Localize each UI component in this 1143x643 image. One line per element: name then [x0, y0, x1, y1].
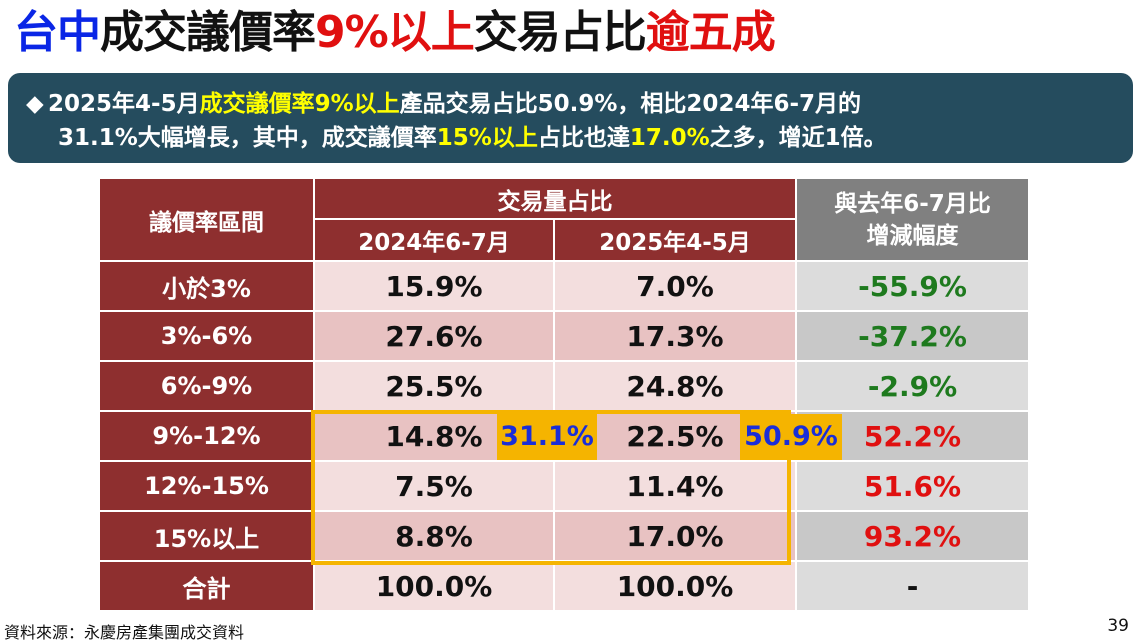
title-threshold: 9%以上: [315, 7, 475, 58]
table-row: 6%-9% 25.5% 24.8% -2.9%: [98, 360, 1030, 412]
row-label: 12%-15%: [98, 460, 315, 512]
tag-sum-2024: 31.1%: [497, 414, 597, 460]
source-note: 資料來源：永慶房產集團成交資料: [4, 623, 245, 642]
tag-sum-2025: 50.9%: [740, 414, 842, 460]
price-negotiation-table: 議價率區間 交易量占比 與去年6-7月比 增減幅度 2024年6-7月 2025…: [98, 177, 1030, 612]
value-2025: 7.0%: [553, 260, 797, 312]
header-year-2024: 2024年6-7月: [313, 218, 555, 262]
summary-highlight: 15%以上: [436, 125, 538, 151]
row-label: 合計: [98, 560, 315, 612]
change-value: -55.9%: [795, 260, 1030, 312]
summary-highlight: 成交議價率9%以上: [199, 91, 400, 117]
value-2024: 100.0%: [313, 560, 555, 612]
title-conclusion: 逾五成: [645, 7, 776, 58]
summary-box: ◆ 2025年4-5月成交議價率9%以上產品交易占比50.9%，相比2024年6-…: [8, 73, 1133, 163]
change-value: 51.6%: [795, 460, 1030, 512]
header-range: 議價率區間: [98, 177, 315, 262]
summary-text: 產品交易占比50.9%，相比2024年6-7月的: [399, 91, 861, 117]
value-2024: 15.9%: [313, 260, 555, 312]
title-share: 交易占比: [473, 7, 647, 58]
summary-text: 31.1%大幅增長，其中，成交議價率: [58, 125, 437, 151]
row-label: 3%-6%: [98, 310, 315, 362]
value-2024: 8.8%: [313, 510, 555, 562]
value-2025: 17.0%: [553, 510, 797, 562]
row-label: 小於3%: [98, 260, 315, 312]
highlight-box: [311, 410, 791, 565]
value-2025: 17.3%: [553, 310, 797, 362]
header-share: 交易量占比: [313, 177, 797, 220]
title-city: 台中: [14, 7, 101, 58]
header-change-line-2: 增減幅度: [866, 222, 959, 249]
change-value: -37.2%: [795, 310, 1030, 362]
summary-text: 之多，增近1倍。: [709, 125, 887, 151]
table-row-total: 合計 100.0% 100.0% -: [98, 560, 1030, 612]
row-label: 6%-9%: [98, 360, 315, 412]
change-value: -2.9%: [795, 360, 1030, 412]
table-row: 3%-6% 27.6% 17.3% -37.2%: [98, 310, 1030, 362]
table-row: 12%-15% 7.5% 11.4% 51.6%: [98, 460, 1030, 512]
summary-text: 占比也達: [537, 125, 630, 151]
value-2025: 24.8%: [553, 360, 797, 412]
summary-highlight: 17.0%: [629, 125, 710, 151]
summary-text: 2025年4-5月: [48, 91, 200, 117]
change-value: -: [795, 560, 1030, 612]
value-2025: 11.4%: [553, 460, 797, 512]
table-row: 小於3% 15.9% 7.0% -55.9%: [98, 260, 1030, 312]
value-2024: 7.5%: [313, 460, 555, 512]
header-change: 與去年6-7月比 增減幅度: [795, 177, 1030, 262]
table-row: 15%以上 8.8% 17.0% 93.2%: [98, 510, 1030, 562]
value-2024: 27.6%: [313, 310, 555, 362]
value-2024: 25.5%: [313, 360, 555, 412]
row-label: 9%-12%: [98, 410, 315, 462]
row-label: 15%以上: [98, 510, 315, 562]
summary-line-1: ◆ 2025年4-5月成交議價率9%以上產品交易占比50.9%，相比2024年6-…: [26, 87, 1117, 121]
page-title: 台中成交議價率9%以上交易占比逾五成: [14, 2, 776, 64]
header-change-line-1: 與去年6-7月比: [834, 190, 991, 217]
value-2025: 100.0%: [553, 560, 797, 612]
summary-line-2: 31.1%大幅增長，其中，成交議價率15%以上占比也達17.0%之多，增近1倍。: [26, 121, 1117, 155]
diamond-bullet-icon: ◆: [26, 91, 44, 117]
page-number: 39: [1107, 616, 1129, 636]
header-year-2025: 2025年4-5月: [553, 218, 797, 262]
title-metric: 成交議價率: [100, 7, 316, 58]
change-value: 93.2%: [795, 510, 1030, 562]
